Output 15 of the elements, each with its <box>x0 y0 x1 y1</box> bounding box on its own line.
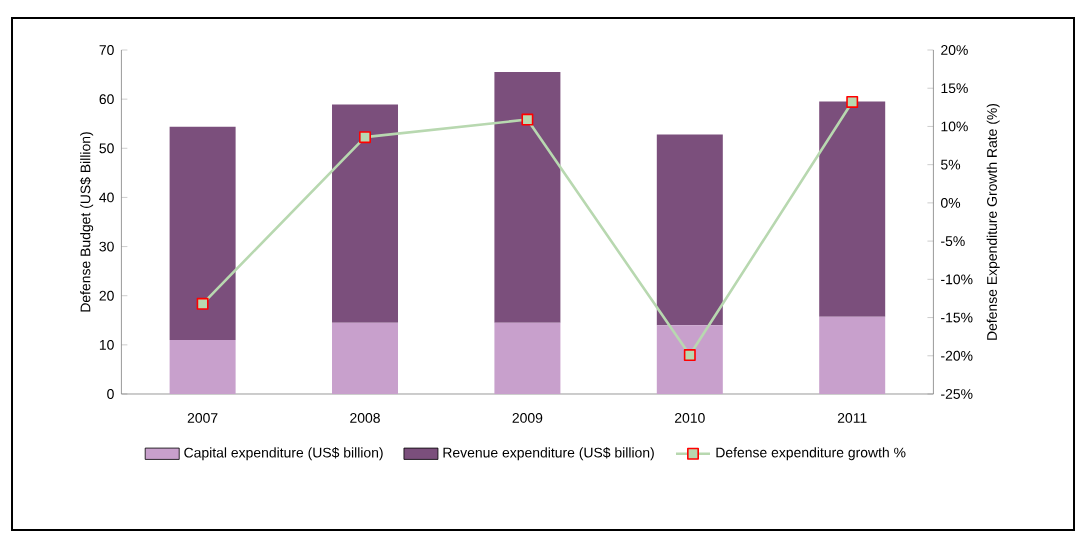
bar <box>819 101 886 317</box>
bar <box>169 339 236 394</box>
bar <box>169 126 236 340</box>
bar <box>656 134 723 326</box>
point <box>359 131 371 144</box>
bar <box>332 104 399 323</box>
point <box>521 113 534 126</box>
bar <box>819 316 886 394</box>
point <box>846 96 859 108</box>
bar <box>656 325 723 394</box>
point <box>683 349 696 361</box>
bar <box>494 322 561 394</box>
point <box>196 297 209 310</box>
bar <box>494 72 561 323</box>
bar <box>332 322 399 394</box>
